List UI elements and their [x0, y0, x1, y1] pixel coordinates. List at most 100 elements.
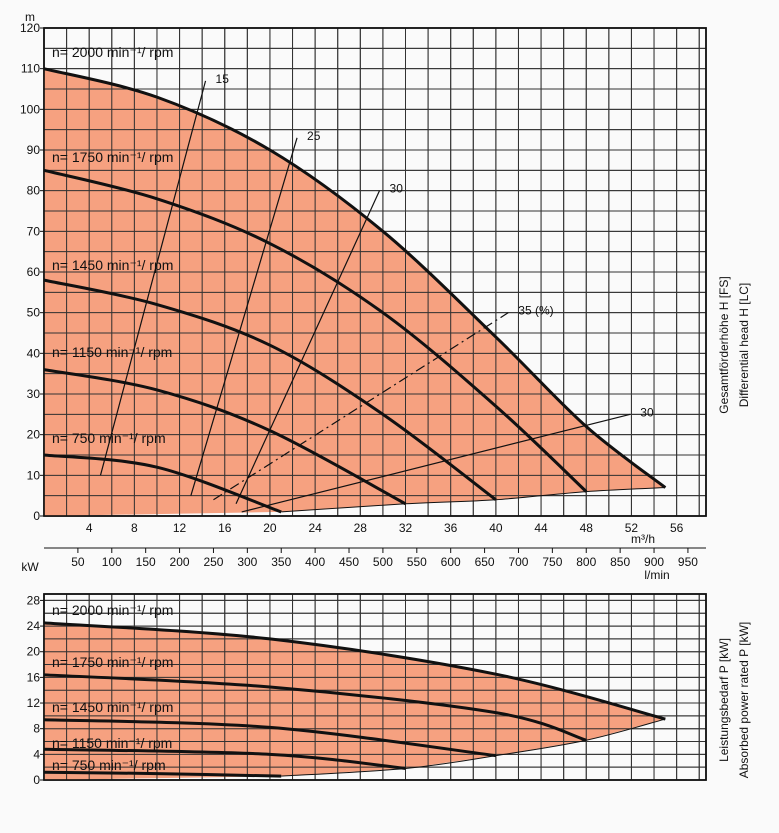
flow-unit-label: m³/h: [631, 532, 655, 546]
power-y-tick: 28: [27, 593, 41, 607]
head-x-tick: 32: [399, 521, 413, 535]
head-y-tick: 50: [27, 306, 41, 320]
head-x-tick: 8: [131, 521, 138, 535]
head-curves: n= 2000 min⁻¹/ rpm n= 1750 min⁻¹/ rpm n= 1…: [43, 44, 667, 514]
power-y-tick: 16: [27, 670, 41, 684]
power-curve-1: [43, 621, 666, 721]
lmin-tick: 300: [237, 555, 257, 569]
power-lower-boundary: [281, 718, 666, 777]
head-x-tick: 44: [534, 521, 548, 535]
power-series-label-5: n= 750 min⁻¹/ rpm: [52, 757, 166, 773]
power-curves: n= 2000 min⁻¹/ rpm n= 1750 min⁻¹/ rpm n= 1…: [43, 602, 666, 778]
lmin-tick: 50: [71, 555, 85, 569]
power-curve-2: [43, 673, 587, 742]
head-series-label-2: n= 1750 min⁻¹/ rpm: [52, 149, 173, 165]
power-series-label-2: n= 1750 min⁻¹/ rpm: [52, 654, 173, 670]
power-curve-5: [43, 770, 282, 778]
power-y-tick: 0: [33, 773, 40, 787]
head-unit-label: m: [25, 10, 35, 24]
efficiency-line-2: [190, 137, 298, 496]
lmin-tick: 600: [441, 555, 461, 569]
head-y-tick: 70: [27, 224, 41, 238]
efficiency-line-1: [99, 80, 207, 476]
head-y-tick: 40: [27, 346, 41, 360]
head-y-tick: 20: [27, 428, 41, 442]
head-x-tick: 12: [173, 521, 187, 535]
power-right-label-en: Absorbed power rated P [kW]: [737, 622, 751, 779]
head-curve-4: [43, 368, 407, 506]
lmin-tick: 550: [407, 555, 427, 569]
efficiency-label-2: 25: [307, 129, 321, 143]
lmin-tick: 850: [610, 555, 630, 569]
power-curve-4: [43, 747, 406, 770]
head-x-tick: 36: [444, 521, 458, 535]
head-y-tick: 110: [21, 62, 40, 76]
lmin-tick: 250: [203, 555, 223, 569]
lmin-tick: 450: [339, 555, 359, 569]
efficiency-lines: 15 25 30 35 (%) 30: [99, 72, 654, 513]
lmin-tick: 800: [576, 555, 596, 569]
head-x-tick: 40: [489, 521, 503, 535]
power-axes: 0 4 8 12 16 20 24 28: [27, 593, 44, 787]
head-x-tick: 16: [218, 521, 232, 535]
lmin-tick: 650: [475, 555, 495, 569]
head-y-tick: 90: [27, 143, 41, 157]
lmin-tick: 900: [644, 555, 664, 569]
head-x-tick: 20: [263, 521, 277, 535]
power-y-tick: 8: [33, 722, 40, 736]
head-curve-5: [43, 453, 282, 514]
lmin-tick: 400: [305, 555, 325, 569]
head-series-label-1: n= 2000 min⁻¹/ rpm: [52, 44, 173, 60]
lmin-axis: 50 100 150 200 250 300 350 400 450 500 550 600 650 70…: [44, 547, 706, 569]
head-y-tick: 0: [33, 509, 40, 523]
power-y-tick: 4: [33, 747, 40, 761]
lmin-unit-label: l/min: [644, 568, 669, 582]
head-y-tick: 100: [20, 102, 40, 116]
head-series-label-4: n= 1150 min⁻¹/ rpm: [52, 344, 172, 360]
head-right-label-en: Differential head H [LC]: [737, 283, 751, 408]
head-y-tick: 60: [27, 265, 41, 279]
lmin-tick: 750: [542, 555, 562, 569]
efficiency-label-3: 30: [390, 182, 404, 196]
head-x-tick: 48: [580, 521, 594, 535]
power-y-tick: 20: [27, 645, 41, 659]
lmin-tick: 200: [170, 555, 190, 569]
efficiency-label-5: 30: [640, 405, 654, 419]
efficiency-label-1: 15: [216, 72, 230, 86]
lmin-tick: 700: [508, 555, 528, 569]
head-y-tick: 120: [20, 21, 40, 35]
head-x-tick: 4: [86, 521, 93, 535]
lmin-tick: 350: [271, 555, 291, 569]
lmin-tick: 950: [678, 555, 698, 569]
efficiency-label-4: 35 (%): [518, 304, 553, 318]
power-right-label-de: Leistungsbedarf P [kW]: [717, 638, 731, 762]
head-x-tick: 24: [308, 521, 322, 535]
head-y-tick: 30: [27, 387, 41, 401]
head-curve-3: [43, 278, 497, 501]
power-series-label-1: n= 2000 min⁻¹/ rpm: [52, 602, 173, 618]
head-right-label-de: Gesamtförderhöhe H [FS]: [717, 276, 731, 413]
head-series-label-5: n= 750 min⁻¹/ rpm: [52, 430, 166, 446]
efficiency-line-4: [213, 312, 509, 501]
head-x-tick: 52: [625, 521, 639, 535]
power-series-label-3: n= 1450 min⁻¹/ rpm: [52, 699, 173, 715]
head-series-label-3: n= 1450 min⁻¹/ rpm: [52, 257, 173, 273]
head-x-tick: 56: [670, 521, 684, 535]
head-curve-2: [43, 168, 588, 493]
efficiency-line-3: [235, 190, 381, 505]
lmin-tick: 150: [136, 555, 156, 569]
lmin-tick: 500: [373, 555, 393, 569]
head-lower-boundary: [281, 487, 666, 513]
power-grid-overlay-frame: [43, 593, 707, 781]
power-y-tick: 24: [27, 619, 41, 633]
head-y-tick: 10: [27, 468, 41, 482]
head-curve-1: [43, 67, 667, 489]
head-x-tick: 28: [354, 521, 368, 535]
power-series-label-4: n= 1150 min⁻¹/ rpm: [52, 735, 172, 751]
power-fill-area: [44, 622, 666, 780]
power-y-tick: 12: [27, 696, 41, 710]
power-curve-3: [43, 718, 497, 758]
power-unit-label: kW: [21, 560, 39, 574]
